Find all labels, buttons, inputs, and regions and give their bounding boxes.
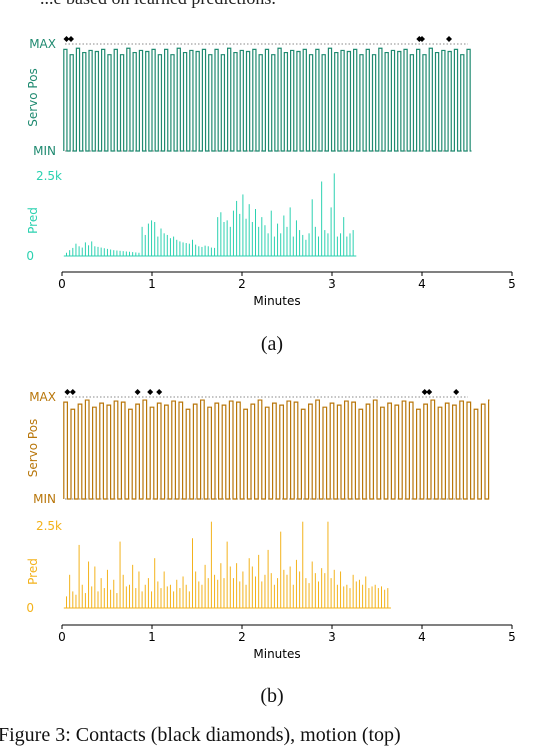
x-tick-label: 0 bbox=[58, 277, 66, 291]
contact-diamond bbox=[63, 36, 70, 42]
panel-label: (b) bbox=[260, 685, 283, 707]
top-caption-fragment: ...e based on learned predictions. bbox=[40, 0, 276, 9]
x-tick-label: 3 bbox=[328, 277, 336, 291]
x-tick-label: 3 bbox=[328, 630, 336, 644]
x-tick-label: 2 bbox=[238, 277, 246, 291]
figure-caption: Figure 3: Contacts (black diamonds), mot… bbox=[0, 724, 401, 746]
x-tick-label: 0 bbox=[58, 630, 66, 644]
pred-ylabel: Pred bbox=[26, 207, 40, 234]
contact-diamond bbox=[147, 389, 154, 395]
motion-ylabel: Servo Pos bbox=[26, 68, 40, 127]
x-axis-label: Minutes bbox=[253, 647, 300, 661]
ytick-0: 0 bbox=[26, 601, 34, 615]
ytick-min: MIN bbox=[33, 492, 56, 506]
contact-diamond bbox=[421, 389, 428, 395]
panel-label: (a) bbox=[261, 333, 283, 355]
ytick-0: 0 bbox=[26, 249, 34, 263]
contact-diamond bbox=[64, 389, 71, 395]
ytick-max: MAX bbox=[29, 37, 56, 51]
pred-ylabel: Pred bbox=[26, 558, 40, 585]
ytick-min: MIN bbox=[33, 144, 56, 158]
x-tick-label: 5 bbox=[508, 277, 516, 291]
x-tick-label: 4 bbox=[418, 277, 426, 291]
contact-diamond bbox=[68, 36, 74, 42]
ytick-max: MAX bbox=[29, 390, 56, 404]
x-tick-label: 5 bbox=[508, 630, 516, 644]
contact-diamond bbox=[446, 36, 452, 42]
x-tick-label: 4 bbox=[418, 630, 426, 644]
motion-ylabel: Servo Pos bbox=[26, 419, 40, 478]
contact-diamond bbox=[419, 36, 425, 42]
ytick-2.5k: 2.5k bbox=[36, 519, 62, 533]
x-tick-label: 1 bbox=[148, 630, 156, 644]
servo-position-line bbox=[63, 399, 490, 500]
contact-diamond bbox=[134, 389, 141, 395]
contact-diamond bbox=[426, 389, 433, 395]
contact-diamond bbox=[69, 389, 76, 395]
ytick-2.5k: 2.5k bbox=[36, 169, 62, 183]
contact-diamond bbox=[156, 389, 163, 395]
x-tick-label: 2 bbox=[238, 630, 246, 644]
x-axis-label: Minutes bbox=[253, 294, 300, 308]
contact-diamond bbox=[453, 389, 460, 395]
servo-position-line bbox=[63, 47, 472, 152]
x-tick-label: 1 bbox=[148, 277, 156, 291]
